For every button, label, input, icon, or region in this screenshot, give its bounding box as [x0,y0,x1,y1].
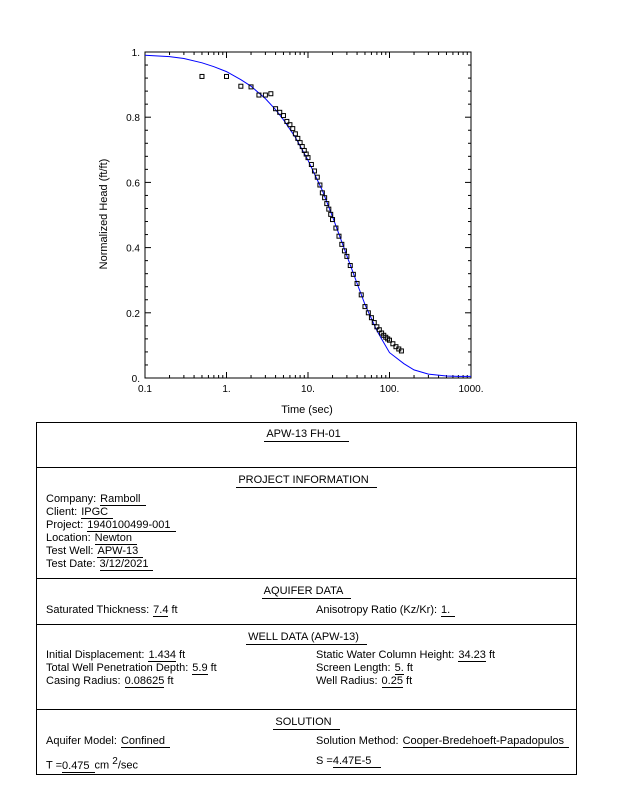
observed-point [398,348,404,354]
casing-radius-row: Casing Radius: 0.08625 ft [46,675,174,688]
observed-point [308,161,314,167]
observed-point [277,109,283,115]
solution-method-row: Solution Method: Cooper-Bredehoeft-Papado… [316,735,570,748]
client-value: IPGC [81,506,114,519]
observed-point [238,83,244,89]
observed-point [262,92,268,98]
plot-frame [144,51,472,379]
initial-displacement-row: Initial Displacement: 1.434 ft [46,649,186,662]
observed-point [339,241,345,247]
observed-point [341,248,347,254]
y-tick-label: 1. [132,48,140,59]
penetration-depth-row: Total Well Penetration Depth: 5.9 ft [46,662,217,675]
observed-point [273,106,279,112]
client-row: Client: IPGC [46,506,114,519]
observed-point [317,182,323,188]
observed-point [350,271,356,277]
y-tick-label: 0.2 [126,309,140,320]
divider [36,578,577,579]
fitted-curve-group [144,54,471,377]
divider [36,709,577,710]
location-row: Location: Newton [46,532,137,545]
location-value: Newton [94,532,137,545]
x-tick-label: 0.1 [138,384,152,395]
project-heading: PROJECT INFORMATION [36,474,577,488]
observed-point [333,225,339,231]
test-date-row: Test Date: 3/12/2021 [46,558,154,571]
observed-point [358,292,364,298]
observed-point [314,174,320,180]
x-axis-label: Time (sec) [281,404,333,416]
company-value: Ramboll [100,493,146,506]
test-well-row: Test Well: APW-13 [46,545,144,558]
observed-point [390,341,396,347]
observed-point [330,217,336,223]
fitted-curve [144,54,471,377]
y-axis-label: Normalized Head (ft/ft) [98,159,110,270]
static-water-row: Static Water Column Height: 34.23 ft [316,649,496,662]
observed-point [280,113,286,119]
observed-point [268,91,274,97]
observed-points-group [199,73,404,354]
observed-point [387,337,392,343]
observed-point [328,211,334,217]
observed-point [347,263,353,269]
saturated-thickness-row: Saturated Thickness: 7.4 ft [46,604,178,617]
screen-length-row: Screen Length: 5. ft [316,662,413,675]
observed-point [290,126,296,132]
observed-point [287,122,293,128]
observed-point [319,190,325,196]
well-heading: WELL DATA (APW-13) [36,631,577,645]
observed-point [324,201,330,207]
test-well-value: APW-13 [97,545,144,558]
y-tick-label: 0.6 [126,178,140,189]
observed-point [224,73,229,79]
observed-point [354,280,360,286]
transmissivity-row: T =0.475 cm 2/sec [46,756,139,773]
observed-point [199,73,205,79]
project-row: Project: 1940100499-001 [46,519,176,532]
aquifer-model-row: Aquifer Model: Confined [46,735,170,748]
anisotropy-row: Anisotropy Ratio (Kz/Kr): 1. [316,604,456,617]
observed-point [292,131,298,137]
observed-point [362,304,368,310]
observed-point [344,253,350,259]
y-tick-label: 0. [132,374,140,385]
test-date-value: 3/12/2021 [99,558,154,571]
observed-point [311,168,317,174]
x-tick-label: 10. [301,384,315,395]
axes [144,51,472,379]
x-tick-label: 1. [222,384,230,395]
storativity-row: S =4.47E-5 [316,755,382,768]
well-radius-row: Well Radius: 0.25 ft [316,675,413,688]
observed-point [326,206,332,212]
divider [36,467,577,468]
observed-point [248,84,254,90]
observed-point [305,155,311,161]
observed-point [336,233,342,239]
observed-point [371,320,377,326]
x-tick-label: 100. [380,384,399,395]
solution-heading: SOLUTION [36,716,577,730]
company-row: Company: Ramboll [46,493,146,506]
observed-point [322,195,328,201]
aquifer-heading: AQUIFER DATA [36,585,577,599]
y-tick-label: 0.8 [126,113,140,124]
observed-point [256,92,262,98]
chart: 0.1 1. 10. 100. 1000. 0. 0.2 0.4 0.6 0.8 1. Time (… [98,48,484,416]
observed-point [365,310,371,316]
tick-labels: 0.1 1. 10. 100. 1000. 0. 0.2 0.4 0.6 0.8 1. [126,48,483,395]
observed-point [284,118,290,124]
x-tick-label: 1000. [458,384,483,395]
observed-point [368,315,374,321]
divider [36,624,577,625]
report-box [36,422,577,775]
y-tick-label: 0.4 [126,244,140,255]
report-title: APW-13 FH-01 [36,428,577,442]
project-value: 1940100499-001 [87,519,176,532]
